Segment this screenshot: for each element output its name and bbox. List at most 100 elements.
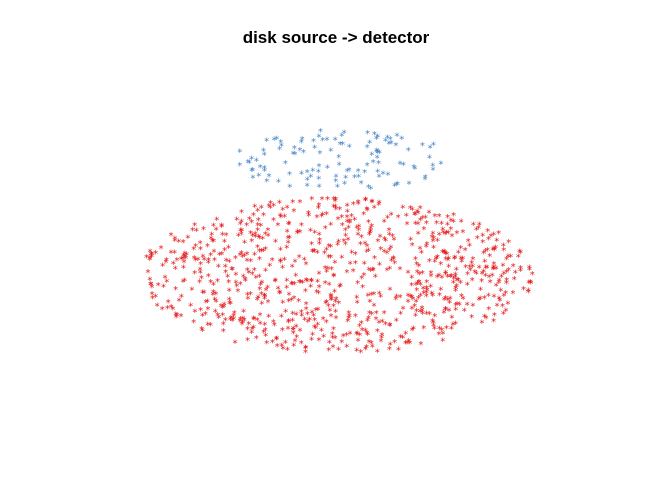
data-point: * (424, 278, 430, 289)
data-point: * (275, 177, 281, 188)
data-point: * (400, 161, 406, 172)
data-point: * (247, 290, 253, 301)
data-point: * (301, 256, 307, 267)
data-point: * (255, 293, 261, 304)
data-point: * (334, 183, 340, 194)
data-point: * (277, 212, 283, 223)
data-point: * (423, 243, 429, 254)
data-point: * (259, 247, 265, 258)
data-point: * (443, 306, 449, 317)
data-point: * (440, 226, 446, 237)
data-point: * (249, 325, 255, 336)
data-point: * (525, 286, 531, 297)
data-point: * (366, 309, 372, 320)
data-point: * (368, 225, 374, 236)
data-point: * (491, 317, 497, 328)
data-point: * (201, 288, 207, 299)
data-point: * (337, 283, 343, 294)
data-point: * (153, 249, 159, 260)
data-point: * (296, 278, 302, 289)
data-point: * (256, 255, 262, 266)
data-point: * (261, 167, 267, 178)
data-point: * (200, 225, 206, 236)
data-point: * (499, 302, 505, 313)
data-point: * (221, 301, 227, 312)
data-point: * (284, 243, 290, 254)
data-point: * (367, 228, 373, 239)
data-point: * (441, 295, 447, 306)
data-point: * (316, 231, 322, 242)
data-point: * (410, 325, 416, 336)
data-point: * (289, 263, 295, 274)
data-point: * (473, 226, 479, 237)
data-point: * (386, 345, 392, 356)
data-point: * (455, 276, 461, 287)
data-point: * (147, 276, 153, 287)
data-point: * (419, 307, 425, 318)
data-point: * (204, 298, 210, 309)
data-point: * (197, 266, 203, 277)
data-point: * (500, 261, 506, 272)
data-point: * (293, 272, 299, 283)
data-point: * (280, 264, 286, 275)
data-point: * (170, 305, 176, 316)
data-point: * (290, 329, 296, 340)
data-point: * (450, 320, 456, 331)
data-point: * (244, 266, 250, 277)
data-point: * (458, 279, 464, 290)
data-point: * (238, 227, 244, 238)
data-point: * (491, 263, 497, 274)
data-point: * (240, 253, 246, 264)
data-point: * (260, 147, 266, 158)
data-point: * (355, 200, 361, 211)
data-point: * (172, 237, 178, 248)
data-point: * (350, 200, 356, 211)
data-point: * (438, 260, 444, 271)
data-point: * (424, 240, 430, 251)
data-point: * (408, 236, 414, 247)
data-point: * (207, 321, 213, 332)
data-point: * (352, 259, 358, 270)
data-point: * (223, 257, 229, 268)
data-point: * (147, 256, 153, 267)
data-point: * (238, 249, 244, 260)
data-point: * (443, 324, 449, 335)
data-point: * (461, 307, 467, 318)
data-point: * (439, 326, 445, 337)
data-point: * (277, 257, 283, 268)
data-point: * (485, 291, 491, 302)
data-point: * (290, 324, 296, 335)
data-point: * (245, 158, 251, 169)
data-point: * (316, 162, 322, 173)
data-point: * (482, 271, 488, 282)
data-point: * (390, 255, 396, 266)
data-point: * (364, 329, 370, 340)
data-point: * (325, 195, 331, 206)
data-point: * (180, 277, 186, 288)
data-point: * (430, 162, 436, 173)
data-point: * (262, 295, 268, 306)
data-point: * (279, 342, 285, 353)
data-point: * (331, 202, 337, 213)
data-point: * (515, 252, 521, 263)
data-point: * (423, 292, 429, 303)
data-point: * (384, 134, 390, 145)
data-point: * (304, 181, 310, 192)
data-point: * (246, 215, 252, 226)
data-point: * (458, 254, 464, 265)
data-point: * (508, 253, 514, 264)
data-point: * (240, 307, 246, 318)
data-point: * (246, 269, 252, 280)
data-point: * (316, 283, 322, 294)
data-point: * (376, 289, 382, 300)
data-point: * (379, 318, 385, 329)
data-point: * (316, 133, 322, 144)
data-point: * (251, 266, 257, 277)
data-point: * (276, 198, 282, 209)
data-point: * (375, 237, 381, 248)
data-point: * (369, 310, 375, 321)
data-point: * (271, 202, 277, 213)
data-point: * (340, 140, 346, 151)
data-point: * (517, 248, 523, 259)
data-point: * (482, 257, 488, 268)
